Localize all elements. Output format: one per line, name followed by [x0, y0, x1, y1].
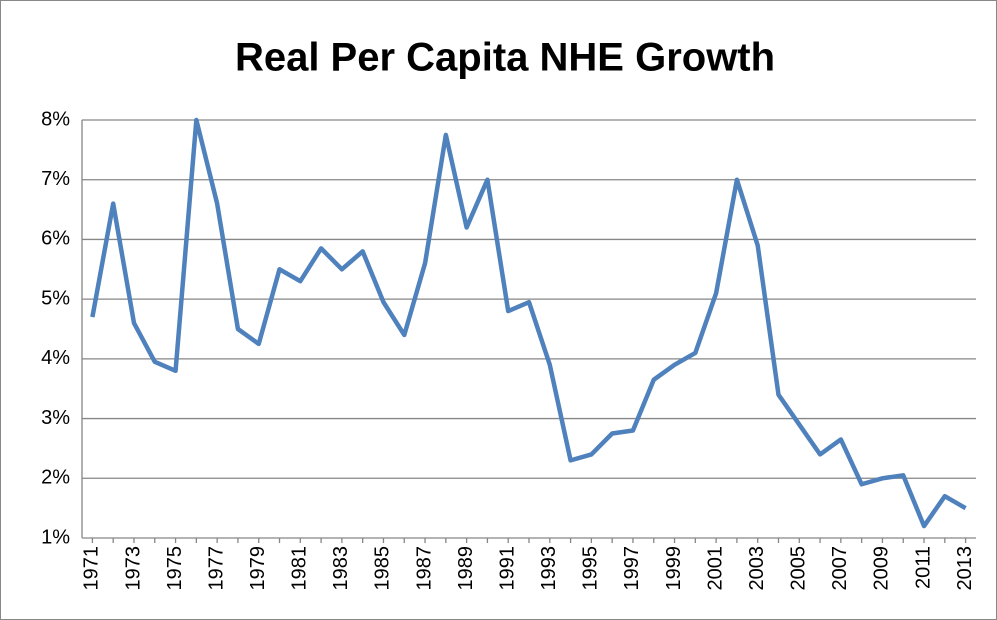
- x-tick-label: 1997: [621, 546, 643, 591]
- x-tick-label: 1981: [289, 546, 311, 591]
- y-tick-label: 4%: [41, 347, 70, 369]
- x-tick-label: 1985: [372, 546, 394, 591]
- x-tick-label: 1999: [663, 546, 685, 591]
- x-tick-label: 2009: [871, 546, 893, 591]
- x-tick-label: 1989: [455, 546, 477, 591]
- x-tick-label: 1995: [580, 546, 602, 591]
- x-tick-label: 1979: [247, 546, 269, 591]
- x-tick-label: 2003: [746, 546, 768, 591]
- x-tick-label: 1983: [330, 546, 352, 591]
- x-tick-label: 2011: [912, 546, 934, 589]
- y-tick-label: 3%: [41, 407, 70, 429]
- x-tick-label: 1993: [538, 546, 560, 591]
- data-line: [90, 117, 967, 529]
- y-tick-label: 8%: [41, 108, 70, 130]
- chart-title: Real Per Capita NHE Growth: [235, 36, 775, 80]
- x-tick-label: 1973: [122, 546, 144, 591]
- x-tick-label: 1987: [413, 546, 435, 591]
- y-tick-label: 6%: [41, 228, 70, 250]
- x-tick-label: 1971: [81, 546, 103, 591]
- x-tick-label: 2001: [704, 546, 726, 591]
- x-tick-label: 1991: [496, 546, 518, 591]
- y-tick-label: 5%: [41, 287, 70, 309]
- x-tick-label: 2005: [788, 546, 810, 591]
- x-tick-label: 2007: [829, 546, 851, 591]
- x-tick-label: 2013: [954, 546, 976, 591]
- x-tick-label: 1975: [164, 546, 186, 591]
- y-tick-label: 2%: [41, 467, 70, 489]
- y-tick-label: 1%: [41, 526, 70, 548]
- y-tick-label: 7%: [41, 168, 70, 190]
- x-tick-label: 1977: [205, 546, 227, 591]
